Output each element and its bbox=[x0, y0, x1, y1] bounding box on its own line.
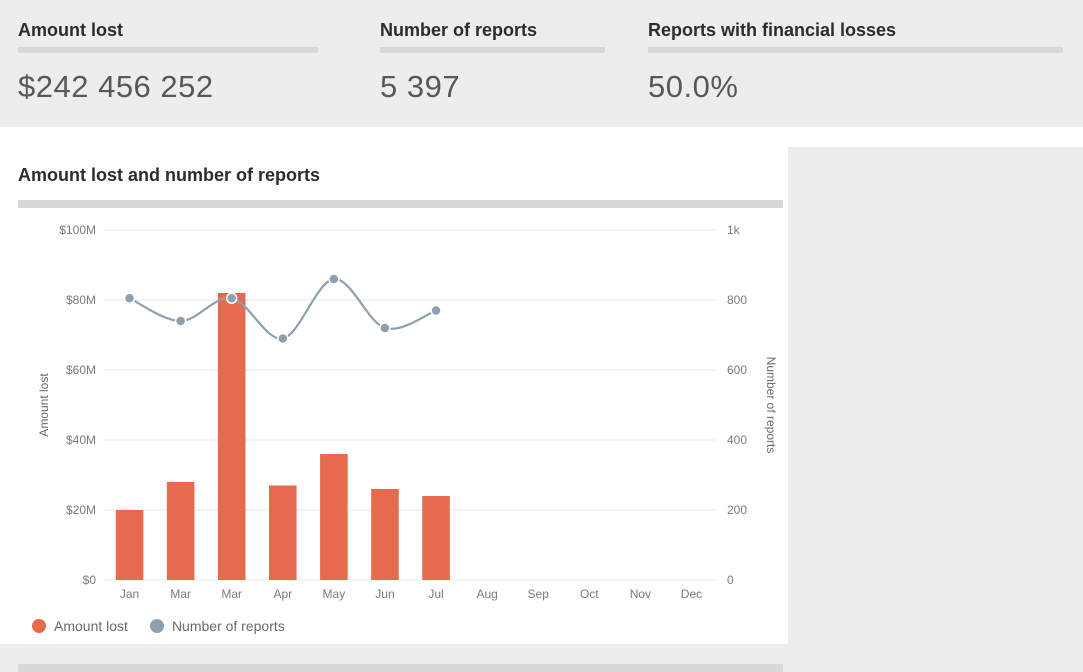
stat-value: 5 397 bbox=[380, 69, 612, 105]
stat-value: $242 456 252 bbox=[18, 69, 344, 105]
svg-text:400: 400 bbox=[727, 433, 747, 447]
stat-number-reports: Number of reports 5 397 bbox=[362, 0, 630, 127]
svg-text:Amount lost: Amount lost bbox=[37, 373, 51, 437]
legend-label: Number of reports bbox=[172, 618, 285, 634]
svg-text:$0: $0 bbox=[83, 573, 97, 587]
svg-text:0: 0 bbox=[727, 573, 734, 587]
svg-text:Jan: Jan bbox=[120, 587, 139, 601]
stat-rule bbox=[380, 47, 605, 53]
chart-canvas: $0 $20M $40M $60M $80M $100M 0 200 400 600 800 1k Ja… bbox=[18, 212, 783, 612]
svg-text:200: 200 bbox=[727, 503, 747, 517]
svg-text:May: May bbox=[323, 587, 346, 601]
stat-rule bbox=[648, 47, 1063, 53]
svg-text:$20M: $20M bbox=[66, 503, 96, 517]
stat-amount-lost: Amount lost $242 456 252 bbox=[0, 0, 362, 127]
legend-dot-icon bbox=[32, 619, 46, 633]
svg-text:800: 800 bbox=[727, 293, 747, 307]
legend-item-number-reports: Number of reports bbox=[150, 618, 285, 634]
svg-text:Number of reports: Number of reports bbox=[764, 357, 778, 454]
stat-label: Amount lost bbox=[18, 20, 344, 41]
svg-text:1k: 1k bbox=[727, 223, 741, 237]
chart-legend: Amount lost Number of reports bbox=[18, 612, 770, 634]
chart-rule bbox=[18, 200, 783, 208]
stat-financial-losses: Reports with financial losses 50.0% bbox=[630, 0, 1083, 127]
svg-text:600: 600 bbox=[727, 363, 747, 377]
svg-text:$80M: $80M bbox=[66, 293, 96, 307]
chart-section: Amount lost and number of reports $0 $20M… bbox=[0, 147, 788, 644]
chart-title: Amount lost and number of reports bbox=[18, 165, 770, 186]
stat-rule bbox=[18, 47, 318, 53]
svg-text:Sep: Sep bbox=[528, 587, 550, 601]
svg-text:$100M: $100M bbox=[59, 223, 96, 237]
stat-label: Reports with financial losses bbox=[648, 20, 1065, 41]
stat-value: 50.0% bbox=[648, 69, 1065, 105]
svg-text:Jul: Jul bbox=[428, 587, 443, 601]
legend-item-amount-lost: Amount lost bbox=[32, 618, 128, 634]
svg-text:Apr: Apr bbox=[273, 587, 292, 601]
svg-text:Nov: Nov bbox=[630, 587, 651, 601]
svg-text:$40M: $40M bbox=[66, 433, 96, 447]
legend-label: Amount lost bbox=[54, 618, 128, 634]
stats-row: Amount lost $242 456 252 Number of repor… bbox=[0, 0, 1083, 127]
svg-text:$60M: $60M bbox=[66, 363, 96, 377]
legend-dot-icon bbox=[150, 619, 164, 633]
section-gap bbox=[0, 127, 1083, 147]
svg-text:Mar: Mar bbox=[170, 587, 191, 601]
svg-text:Oct: Oct bbox=[580, 587, 599, 601]
stat-label: Number of reports bbox=[380, 20, 612, 41]
svg-text:Aug: Aug bbox=[476, 587, 497, 601]
svg-text:Mar: Mar bbox=[221, 587, 242, 601]
svg-text:Jun: Jun bbox=[375, 587, 394, 601]
svg-text:Dec: Dec bbox=[681, 587, 702, 601]
